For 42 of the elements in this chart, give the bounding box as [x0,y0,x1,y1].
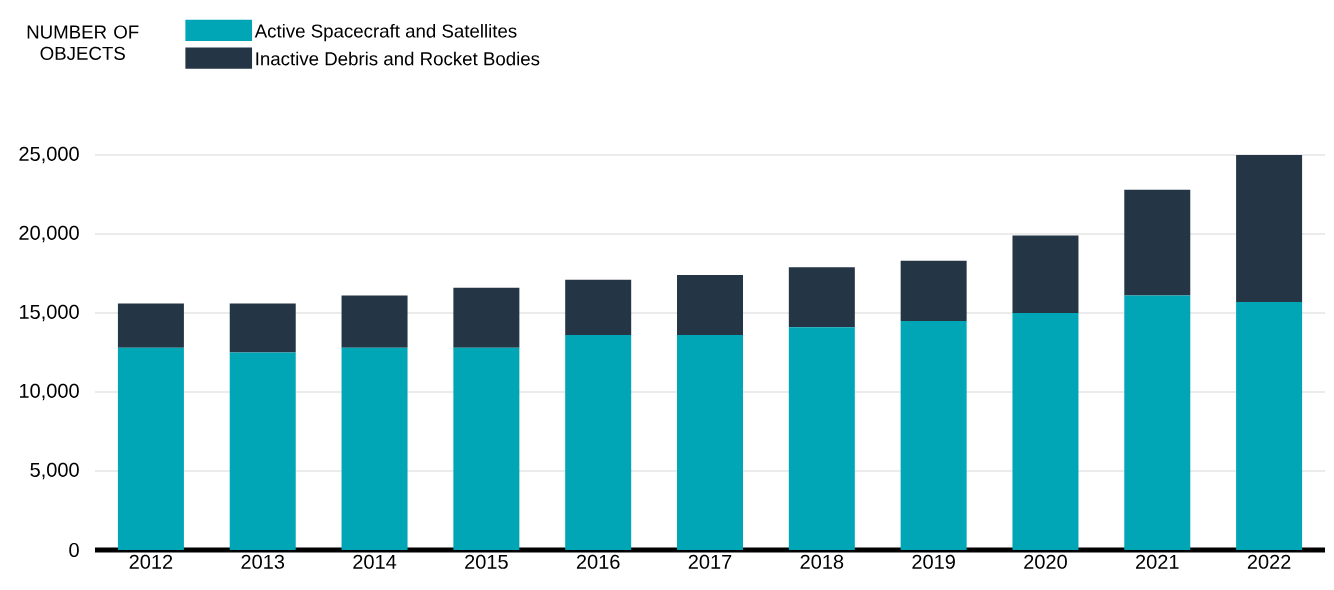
x-tick-label: 2012 [129,554,173,569]
bar [788,327,855,550]
bar [900,260,967,321]
bar [453,287,520,348]
bar [788,267,855,328]
bar [1236,155,1303,302]
bar [229,352,296,550]
bar [1012,235,1079,313]
y-tick-label: 0 [69,542,79,558]
bar [677,275,744,336]
bar [1236,301,1303,550]
x-tick-label: 2020 [1024,554,1067,569]
bar [1124,189,1191,296]
bar [677,335,744,550]
bar [1012,313,1079,550]
legend-label: Inactive Debris and Rocket Bodies [256,51,540,66]
bar [565,279,632,336]
bar [900,320,967,550]
bar [341,347,408,550]
bar [229,303,296,353]
y-tick-label: 20,000 [19,225,79,243]
x-tick-label: 2019 [912,554,955,569]
x-tick-label: 2017 [688,554,732,569]
bar [1124,295,1191,550]
y-axis-title: NUMBER OF OBJECTS [27,25,139,60]
x-tick-label: 2013 [241,554,285,569]
y-tick-label: 25,000 [19,146,79,164]
bar [565,335,632,550]
x-tick-label: 2014 [353,554,397,569]
y-tick-label: 15,000 [19,304,79,322]
x-tick-label: 2022 [1247,554,1291,569]
x-tick-label: 2021 [1136,554,1179,569]
bar [117,303,184,348]
bar [117,347,184,550]
bar [453,347,520,550]
bar [341,295,408,348]
y-tick-label: 10,000 [19,383,79,401]
x-tick-label: 2018 [800,554,844,569]
legend-label: Active Spacecraft and Satellites [254,23,517,42]
x-tick-label: 2015 [465,554,508,569]
y-tick-label: 5,000 [30,462,79,480]
x-tick-label: 2016 [576,554,620,569]
